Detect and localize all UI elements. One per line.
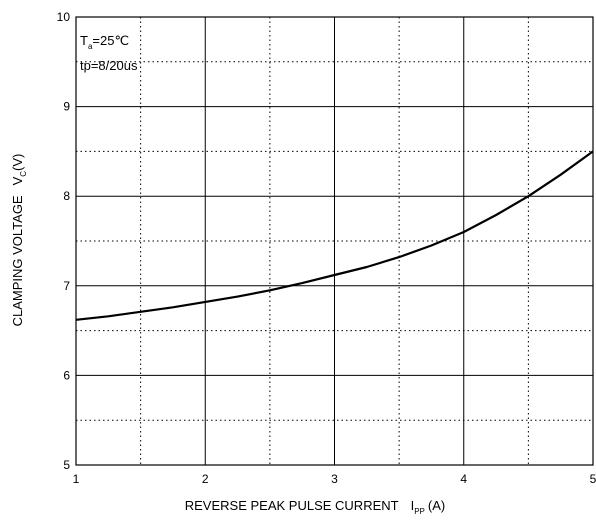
x-axis-label: REVERSE PEAK PULSE CURRENT IPP (A) xyxy=(185,498,445,516)
x-tick-label: 2 xyxy=(202,472,209,486)
y-tick-label: 9 xyxy=(63,100,70,114)
y-tick-label: 7 xyxy=(63,279,70,293)
clamping-voltage-curve xyxy=(75,150,594,321)
pulse-waveform-note: tp=8/20us xyxy=(80,58,138,73)
x-tick-label: 3 xyxy=(331,472,338,486)
y-tick-labels: 5 6 7 8 9 10 xyxy=(57,10,71,472)
y-tick-label: 8 xyxy=(63,189,70,203)
x-tick-label: 4 xyxy=(460,472,467,486)
y-tick-label: 10 xyxy=(57,10,71,24)
annotation-box: Ta=25℃ tp=8/20us xyxy=(80,33,138,73)
plot-area-frame xyxy=(75,16,594,466)
x-tick-labels: 1 2 3 4 5 xyxy=(73,472,596,486)
y-tick-label: 6 xyxy=(63,368,70,382)
ambient-temperature-note: Ta=25℃ xyxy=(80,33,129,51)
data-series xyxy=(75,150,594,321)
x-tick-label: 5 xyxy=(590,472,596,486)
minor-gridlines xyxy=(76,17,593,465)
x-tick-label: 1 xyxy=(73,472,80,486)
y-axis-label: CLAMPING VOLTAGEVC(V) xyxy=(10,154,28,327)
y-tick-label: 5 xyxy=(63,458,70,472)
